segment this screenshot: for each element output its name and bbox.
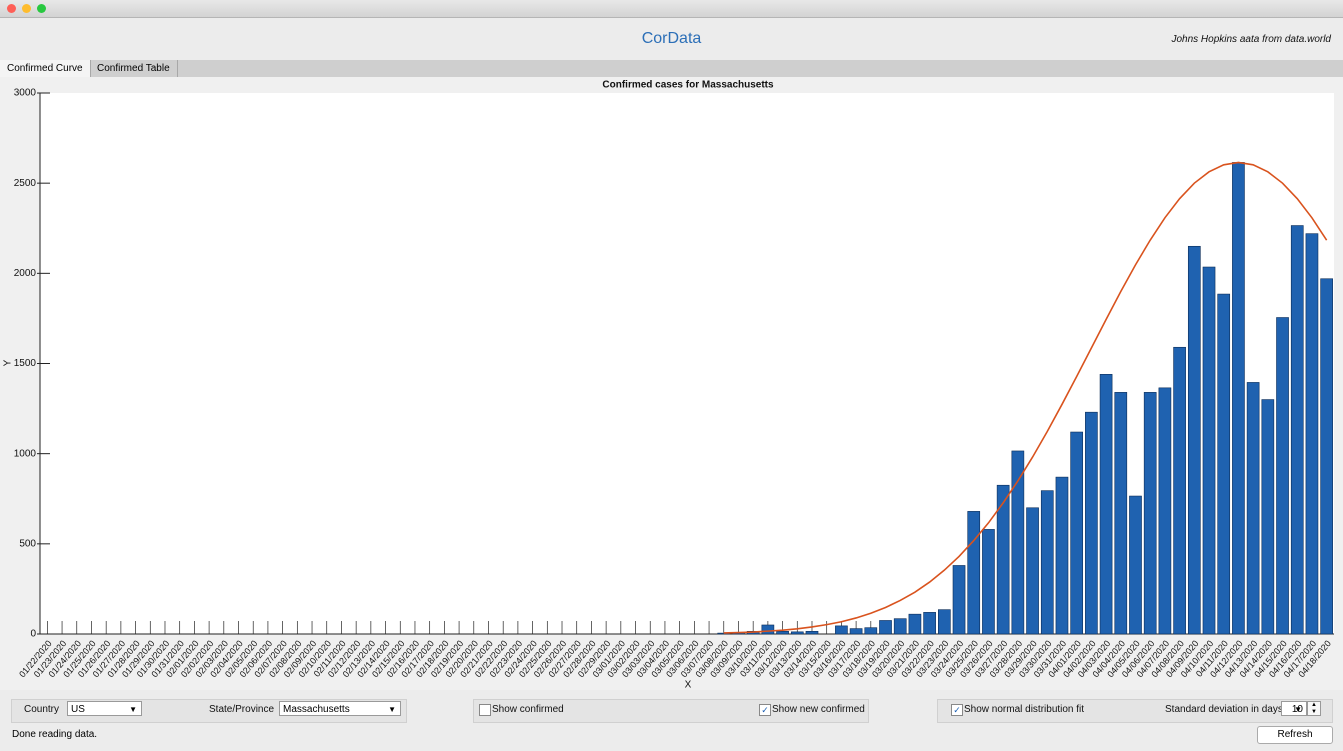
- bar: [864, 627, 878, 635]
- bar: [1305, 233, 1319, 635]
- y-tick-label: 2000: [14, 268, 37, 279]
- sd-label: Standard deviation in days:: [1165, 704, 1286, 715]
- bar: [1011, 450, 1025, 635]
- bar: [1070, 431, 1083, 635]
- bar: [908, 613, 922, 635]
- bar: [1055, 476, 1069, 635]
- state-select[interactable]: Massachusetts: [279, 701, 401, 717]
- checkbox-label: Show confirmed: [492, 704, 564, 715]
- y-tick-label: 1000: [14, 448, 37, 459]
- minimize-button[interactable]: [22, 4, 31, 13]
- fit-line: [723, 161, 1328, 634]
- bar: [805, 630, 819, 635]
- tab[interactable]: Confirmed Curve: [0, 60, 91, 77]
- bar: [1290, 225, 1304, 635]
- y-tick-label: 3000: [14, 88, 37, 99]
- app-title: CorData: [641, 30, 702, 47]
- bar: [1085, 411, 1098, 635]
- zoom-button[interactable]: [37, 4, 46, 13]
- bar: [835, 625, 848, 635]
- y-tick-label: 500: [19, 538, 36, 549]
- checkbox[interactable]: [479, 704, 491, 716]
- chart-title: Confirmed cases for Massachusetts: [602, 80, 774, 91]
- bar: [1217, 293, 1231, 635]
- chart: Confirmed cases for Massachusetts X Y 0 5…: [0, 77, 1343, 690]
- spinner[interactable]: ▲ ▼: [1307, 701, 1321, 716]
- bar: [938, 609, 951, 635]
- bar: [923, 612, 936, 635]
- bar: [790, 631, 804, 635]
- x-axis-label: X: [685, 680, 692, 690]
- bar: [1276, 317, 1289, 635]
- bar: [1232, 162, 1245, 635]
- bar: [952, 565, 966, 635]
- source-note: Johns Hopkins aata from data.world: [1171, 34, 1331, 45]
- tab-bar: Confirmed Curve Confirmed Table: [0, 60, 1343, 78]
- state-label: State/Province: [209, 704, 275, 715]
- bar: [1320, 278, 1333, 635]
- bar: [761, 624, 775, 635]
- fit-panel: [937, 699, 1333, 723]
- bar: [982, 529, 995, 635]
- y-tick-label: 0: [30, 629, 36, 640]
- status-text: Done reading data.: [12, 729, 98, 740]
- bar: [1114, 392, 1128, 635]
- y-tick-label: 1500: [14, 358, 37, 369]
- bar: [1261, 399, 1275, 635]
- bar: [1202, 266, 1216, 635]
- country-select[interactable]: US: [67, 701, 142, 717]
- y-axis-label: Y: [3, 359, 14, 366]
- close-button[interactable]: [7, 4, 16, 13]
- sd-input[interactable]: 10: [1281, 701, 1307, 717]
- tab[interactable]: Confirmed Table: [90, 60, 178, 77]
- bar: [1129, 495, 1142, 635]
- bar: [1158, 387, 1172, 635]
- bar: [776, 630, 789, 635]
- y-tick-label: 2500: [14, 178, 37, 189]
- bar: [967, 511, 981, 635]
- checkbox-label: Show new confirmed: [772, 704, 865, 715]
- bar: [1143, 392, 1157, 635]
- country-label: Country: [24, 704, 60, 715]
- checkbox-label: Show normal distribution fit: [964, 704, 1085, 715]
- title-bar: [0, 0, 1343, 18]
- bar: [1040, 490, 1054, 635]
- bar: [849, 628, 863, 635]
- bar: [1099, 374, 1113, 635]
- checkbox[interactable]: [759, 704, 771, 716]
- bar: [879, 620, 892, 635]
- bar: [893, 618, 907, 635]
- bar: [1173, 346, 1186, 635]
- bar: [1187, 245, 1201, 635]
- bar: [996, 484, 1010, 635]
- bar: [1026, 507, 1039, 635]
- refresh-button[interactable]: Refresh: [1257, 726, 1333, 744]
- checkbox[interactable]: [951, 704, 963, 716]
- series-panel: [473, 699, 869, 723]
- bar: [1246, 382, 1260, 635]
